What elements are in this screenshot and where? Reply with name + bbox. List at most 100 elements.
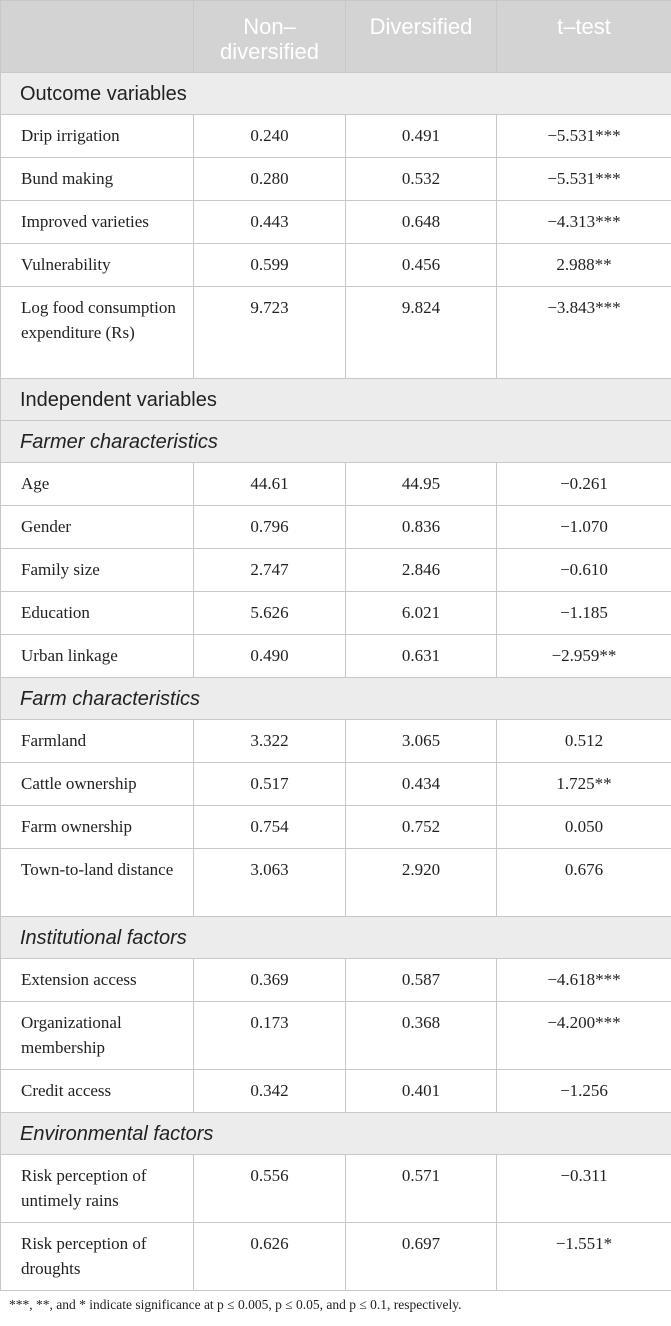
table-row: Drip irrigation 0.240 0.491 −5.531*** — [0, 114, 671, 158]
t-test-value: −4.618*** — [496, 958, 671, 1002]
t-test-value: 2.988** — [496, 243, 671, 287]
row-label: Improved varieties — [0, 200, 194, 244]
non-diversified-value: 0.556 — [193, 1154, 346, 1223]
section-environmental-factors: Environmental factors — [0, 1112, 671, 1155]
table-row: Farmland 3.322 3.065 0.512 — [0, 719, 671, 763]
diversified-value: 44.95 — [345, 462, 497, 506]
header-non-diversified: Non– diversified — [193, 0, 346, 73]
diversified-value: 0.697 — [345, 1222, 497, 1291]
section-institutional-factors: Institutional factors — [0, 916, 671, 959]
row-label: Cattle ownership — [0, 762, 194, 806]
section-row: Environmental factors — [0, 1112, 671, 1155]
header-t-test: t–test — [496, 0, 671, 73]
t-test-value: −4.313*** — [496, 200, 671, 244]
t-test-value: −1.551* — [496, 1222, 671, 1291]
section-outcome-variables: Outcome variables — [0, 72, 671, 115]
table-row: Log food consumption expenditure (Rs) 9.… — [0, 286, 671, 379]
section-farmer-characteristics: Farmer characteristics — [0, 420, 671, 463]
non-diversified-value: 0.369 — [193, 958, 346, 1002]
non-diversified-value: 0.754 — [193, 805, 346, 849]
table-row: Education 5.626 6.021 −1.185 — [0, 591, 671, 635]
diversified-value: 6.021 — [345, 591, 497, 635]
row-label: Education — [0, 591, 194, 635]
non-diversified-value: 0.240 — [193, 114, 346, 158]
section-row: Institutional factors — [0, 916, 671, 959]
t-test-value: 1.725** — [496, 762, 671, 806]
non-diversified-value: 44.61 — [193, 462, 346, 506]
table-row: Credit access 0.342 0.401 −1.256 — [0, 1069, 671, 1113]
table-row: Extension access 0.369 0.587 −4.618*** — [0, 958, 671, 1002]
section-row: Farm characteristics — [0, 677, 671, 720]
diversified-value: 2.846 — [345, 548, 497, 592]
diversified-value: 0.631 — [345, 634, 497, 678]
non-diversified-value: 0.342 — [193, 1069, 346, 1113]
row-label: Family size — [0, 548, 194, 592]
t-test-value: −0.610 — [496, 548, 671, 592]
table-row: Vulnerability 0.599 0.456 2.988** — [0, 243, 671, 287]
table-row: Town-to-land distance 3.063 2.920 0.676 — [0, 848, 671, 917]
table-row: Age 44.61 44.95 −0.261 — [0, 462, 671, 506]
t-test-value: −1.070 — [496, 505, 671, 549]
t-test-value: −5.531*** — [496, 157, 671, 201]
row-label: Town-to-land distance — [0, 848, 194, 917]
row-label: Risk perception of droughts — [0, 1222, 194, 1291]
table-footnote: ***, **, and * indicate significance at … — [9, 1297, 462, 1312]
non-diversified-value: 0.443 — [193, 200, 346, 244]
non-diversified-value: 3.322 — [193, 719, 346, 763]
table-row: Gender 0.796 0.836 −1.070 — [0, 505, 671, 549]
non-diversified-value: 0.490 — [193, 634, 346, 678]
row-label: Urban linkage — [0, 634, 194, 678]
t-test-value: −3.843*** — [496, 286, 671, 379]
non-diversified-value: 3.063 — [193, 848, 346, 917]
table-row: Bund making 0.280 0.532 −5.531*** — [0, 157, 671, 201]
header-row: Non– diversified Diversified t–test — [0, 0, 671, 73]
table-row: Risk perception of droughts 0.626 0.697 … — [0, 1222, 671, 1291]
diversified-value: 0.648 — [345, 200, 497, 244]
diversified-value: 2.920 — [345, 848, 497, 917]
table-row: Cattle ownership 0.517 0.434 1.725** — [0, 762, 671, 806]
row-label: Credit access — [0, 1069, 194, 1113]
t-test-value: 0.676 — [496, 848, 671, 917]
non-diversified-value: 0.517 — [193, 762, 346, 806]
t-test-value: −2.959** — [496, 634, 671, 678]
table-row: Family size 2.747 2.846 −0.610 — [0, 548, 671, 592]
row-label: Gender — [0, 505, 194, 549]
row-label: Vulnerability — [0, 243, 194, 287]
row-label: Drip irrigation — [0, 114, 194, 158]
non-diversified-value: 0.626 — [193, 1222, 346, 1291]
diversified-value: 0.752 — [345, 805, 497, 849]
non-diversified-value: 5.626 — [193, 591, 346, 635]
t-test-value: −0.261 — [496, 462, 671, 506]
diversified-value: 3.065 — [345, 719, 497, 763]
diversified-value: 0.587 — [345, 958, 497, 1002]
row-label: Risk perception of untimely rains — [0, 1154, 194, 1223]
t-test-value: 0.050 — [496, 805, 671, 849]
table-row: Farm ownership 0.754 0.752 0.050 — [0, 805, 671, 849]
t-test-value: 0.512 — [496, 719, 671, 763]
row-label: Extension access — [0, 958, 194, 1002]
header-diversified: Diversified — [345, 0, 497, 73]
table-row: Urban linkage 0.490 0.631 −2.959** — [0, 634, 671, 678]
row-label: Bund making — [0, 157, 194, 201]
non-diversified-value: 0.280 — [193, 157, 346, 201]
non-diversified-value: 2.747 — [193, 548, 346, 592]
diversified-value: 0.368 — [345, 1001, 497, 1070]
header-blank — [0, 0, 194, 73]
t-test-value: −1.256 — [496, 1069, 671, 1113]
section-independent-variables: Independent variables — [0, 378, 671, 421]
table-row: Organizational membership 0.173 0.368 −4… — [0, 1001, 671, 1070]
row-label: Age — [0, 462, 194, 506]
t-test-value: −0.311 — [496, 1154, 671, 1223]
section-farm-characteristics: Farm characteristics — [0, 677, 671, 720]
section-row: Farmer characteristics — [0, 420, 671, 463]
diversified-value: 0.571 — [345, 1154, 497, 1223]
diversified-value: 0.836 — [345, 505, 497, 549]
diversified-value: 0.456 — [345, 243, 497, 287]
row-label: Farmland — [0, 719, 194, 763]
t-test-value: −5.531*** — [496, 114, 671, 158]
diversified-value: 0.434 — [345, 762, 497, 806]
non-diversified-value: 9.723 — [193, 286, 346, 379]
table-row: Improved varieties 0.443 0.648 −4.313*** — [0, 200, 671, 244]
section-row: Outcome variables — [0, 72, 671, 115]
row-label: Organizational membership — [0, 1001, 194, 1070]
